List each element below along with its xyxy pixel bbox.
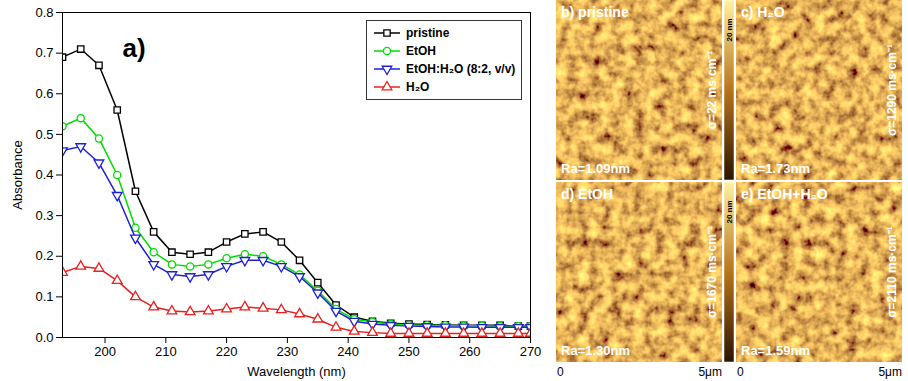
svg-text:0.5: 0.5 <box>35 127 53 142</box>
svg-text:200: 200 <box>94 344 116 359</box>
svg-text:σ=1290 ms·cm⁻¹: σ=1290 ms·cm⁻¹ <box>885 44 899 136</box>
svg-text:b) pristine: b) pristine <box>561 4 629 20</box>
html-text:EtOH: EtOH <box>406 44 436 58</box>
svg-text:e) EtOH+H₂O: e) EtOH+H₂O <box>741 186 828 202</box>
html-text:pristine: pristine <box>406 26 450 40</box>
svg-text:20 nm: 20 nm <box>725 200 734 223</box>
svg-text:0.8: 0.8 <box>35 5 53 20</box>
svg-text:260: 260 <box>459 344 481 359</box>
svg-text:σ=22 ms·cm⁻¹: σ=22 ms·cm⁻¹ <box>705 51 719 130</box>
svg-text:20 nm: 20 nm <box>725 18 734 41</box>
svg-text:c) H₂O: c) H₂O <box>741 4 785 20</box>
svg-text:a): a) <box>123 33 146 63</box>
html-text:H₂O: H₂O <box>406 80 430 94</box>
svg-text:5μm: 5μm <box>878 365 902 379</box>
svg-text:0: 0 <box>737 365 744 379</box>
svg-text:Absorbance: Absorbance <box>10 140 25 209</box>
svg-text:0: 0 <box>557 365 564 379</box>
svg-text:5μm: 5μm <box>698 365 722 379</box>
svg-text:210: 210 <box>155 344 177 359</box>
svg-text:270: 270 <box>520 344 542 359</box>
svg-text:0.7: 0.7 <box>35 45 53 60</box>
svg-text:240: 240 <box>337 344 359 359</box>
svg-text:Wavelength (nm): Wavelength (nm) <box>247 364 346 379</box>
svg-text:0.3: 0.3 <box>35 208 53 223</box>
svg-text:0.0: 0.0 <box>35 330 53 345</box>
svg-text:σ=1670 ms·cm⁻¹: σ=1670 ms·cm⁻¹ <box>705 226 719 318</box>
html-text:EtOH:H₂O (8:2, v/v): EtOH:H₂O (8:2, v/v) <box>406 62 516 76</box>
svg-text:0.4: 0.4 <box>35 167 53 182</box>
svg-text:220: 220 <box>216 344 238 359</box>
svg-text:230: 230 <box>277 344 299 359</box>
svg-text:0.2: 0.2 <box>35 248 53 263</box>
svg-text:Ra=1.09nm: Ra=1.09nm <box>561 161 630 176</box>
svg-text:σ=2110 ms·cm⁻¹: σ=2110 ms·cm⁻¹ <box>885 226 899 317</box>
svg-text:Ra=1.30nm: Ra=1.30nm <box>561 343 630 358</box>
svg-text:d) EtOH: d) EtOH <box>561 186 613 202</box>
svg-text:250: 250 <box>398 344 420 359</box>
svg-text:Ra=1.73nm: Ra=1.73nm <box>741 161 810 176</box>
svg-text:0.1: 0.1 <box>35 289 53 304</box>
svg-text:0.6: 0.6 <box>35 86 53 101</box>
svg-text:Ra=1.59nm: Ra=1.59nm <box>741 343 810 358</box>
